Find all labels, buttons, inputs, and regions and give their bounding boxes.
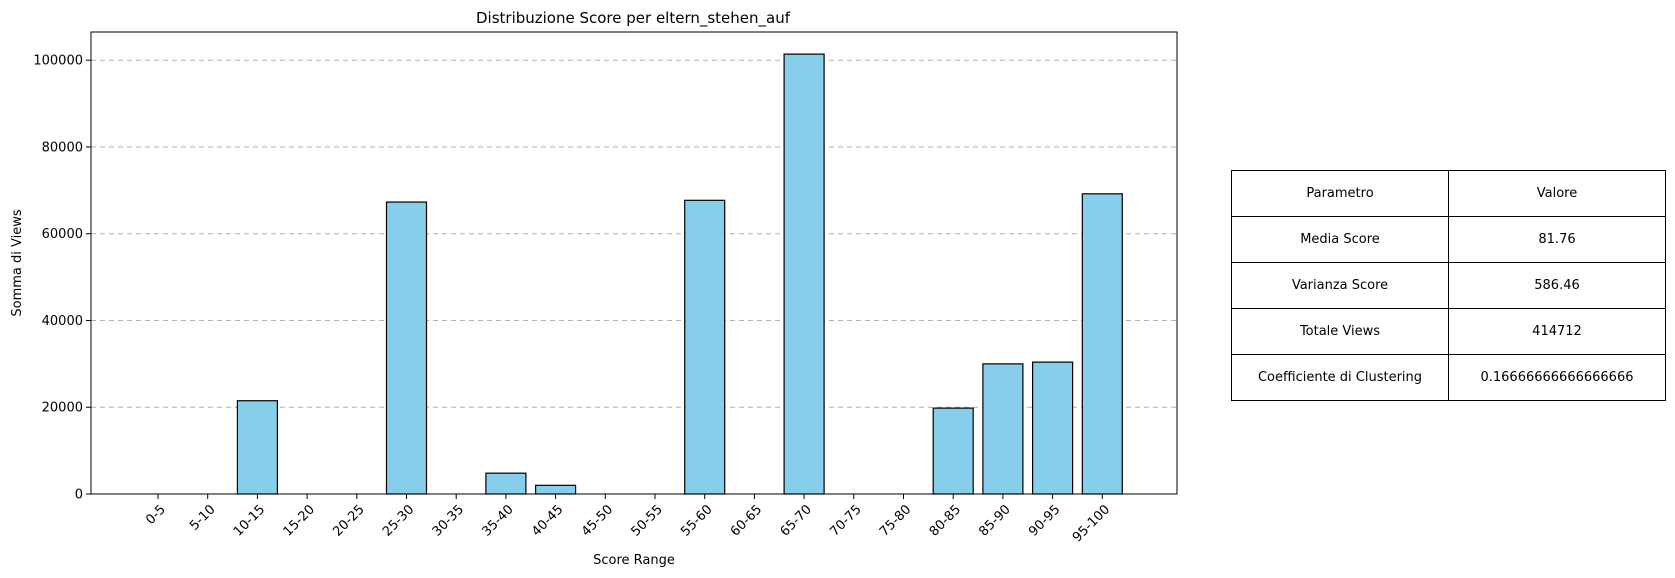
x-tick-label: 35-40 (479, 502, 516, 539)
table-cell-parameter: Totale Views (1231, 308, 1449, 355)
x-tick-label: 80-85 (927, 502, 964, 539)
x-tick-label: 70-75 (827, 502, 864, 539)
y-tick-label: 20000 (42, 401, 83, 416)
x-tick-label: 0-5 (143, 502, 169, 528)
y-tick-label: 0 (75, 488, 83, 503)
table-cell-value: 414712 (1448, 308, 1666, 355)
x-tick-label: 40-45 (529, 502, 566, 539)
x-tick-label: 85-90 (976, 502, 1013, 539)
x-tick-label: 60-65 (728, 502, 765, 539)
table-header-cell: Valore (1448, 170, 1666, 217)
y-tick-label: 60000 (42, 227, 83, 242)
table-row: Coefficiente di Clustering 0.16666666666… (1231, 354, 1666, 401)
plot-area-frame (90, 31, 1178, 495)
x-tick-label: 15-20 (281, 502, 318, 539)
bar (783, 53, 825, 495)
x-tick-label: 75-80 (877, 502, 914, 539)
table-row: Varianza Score 586.46 (1231, 262, 1666, 309)
x-tick-label: 50-55 (629, 502, 666, 539)
bar (932, 407, 974, 495)
y-axis-ticks: 0 20000 40000 60000 80000 100000 (33, 54, 91, 503)
table-cell-parameter: Media Score (1231, 216, 1449, 263)
x-tick-label: 25-30 (380, 502, 417, 539)
x-tick-label: 10-15 (231, 502, 268, 539)
table-header-row: Parametro Valore (1231, 170, 1666, 217)
table-header-cell: Parametro (1231, 170, 1449, 217)
y-tick-label: 100000 (33, 54, 83, 69)
bar (1031, 361, 1074, 495)
bar (1081, 193, 1123, 495)
x-axis-ticks: 0-5 5-10 10-15 15-20 20-25 25-30 30-35 35-40 40-… (143, 494, 1113, 545)
x-tick-label: 65-70 (778, 502, 815, 539)
y-axis-label: Somma di Views (10, 209, 25, 316)
x-tick-label: 95-100 (1070, 502, 1113, 545)
x-tick-label: 90-95 (1026, 502, 1063, 539)
bar (982, 363, 1024, 495)
table-cell-parameter: Varianza Score (1231, 262, 1449, 309)
bar (485, 472, 527, 495)
y-tick-label: 40000 (42, 314, 83, 329)
table-row: Totale Views 414712 (1231, 308, 1666, 355)
bar (385, 201, 428, 495)
table-cell-value: 81.76 (1448, 216, 1666, 263)
x-tick-label: 5-10 (187, 502, 218, 533)
x-tick-label: 55-60 (678, 502, 715, 539)
bar (684, 199, 726, 495)
x-axis-label: Score Range (593, 553, 675, 568)
bar (236, 400, 278, 495)
bars (236, 53, 1123, 495)
table-row: Media Score 81.76 (1231, 216, 1666, 263)
y-tick-label: 80000 (42, 140, 83, 155)
table-cell-parameter: Coefficiente di Clustering (1231, 354, 1449, 401)
x-tick-label: 45-50 (579, 502, 616, 539)
table-cell-value: 0.16666666666666666 (1448, 354, 1666, 401)
chart-title: Distribuzione Score per eltern_stehen_au… (476, 9, 791, 28)
x-tick-label: 30-35 (430, 502, 467, 539)
bar (534, 484, 577, 495)
stats-table: Parametro Valore Media Score 81.76 Varia… (1231, 170, 1666, 401)
table-cell-value: 586.46 (1448, 262, 1666, 309)
x-tick-label: 20-25 (330, 502, 367, 539)
